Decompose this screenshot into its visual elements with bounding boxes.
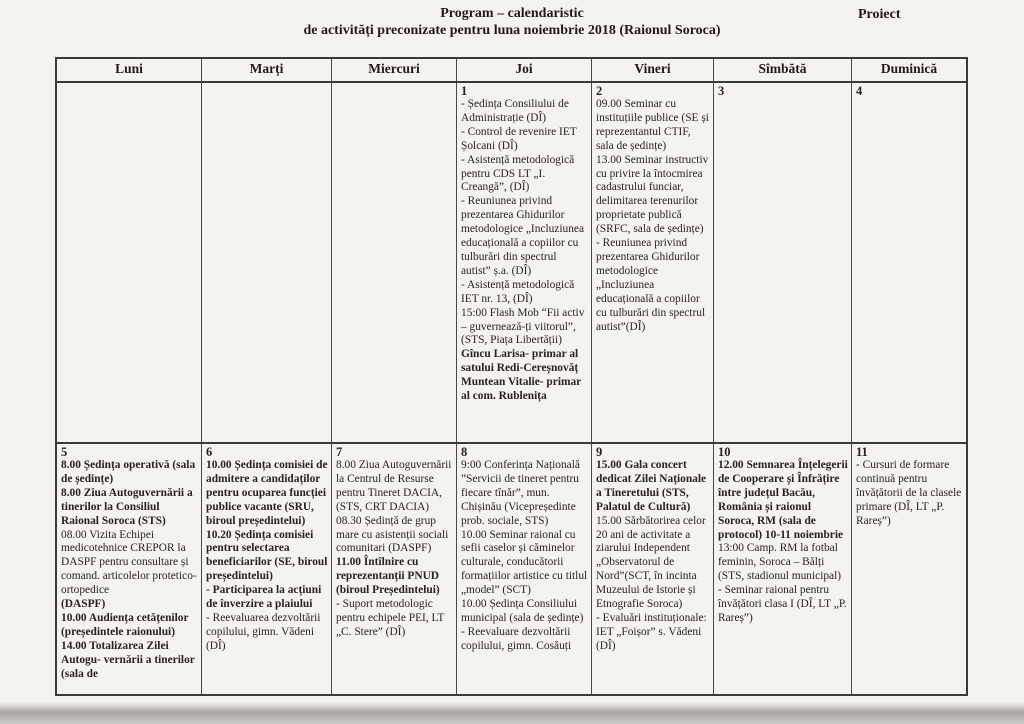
activity-entry: 14.00 Totalizarea Zilei Autogu- vernării… <box>61 639 195 680</box>
header-joi: Joi <box>457 59 592 81</box>
activity-entry: - Asistență metodologică IET nr. 13, (DÎ… <box>461 278 575 305</box>
day-number: 7 <box>336 445 343 459</box>
activity-entry: - Participarea la acțiuni de înverzire a… <box>206 584 322 611</box>
header-luni: Luni <box>57 59 202 81</box>
header-marti: Marți <box>202 59 332 81</box>
activity-entry: - Seminar raional pentru învățători clas… <box>718 584 847 624</box>
activity-entry: 09.00 Seminar cu instituțiile publice (S… <box>596 98 709 152</box>
header-simbata: Sîmbătă <box>714 59 852 81</box>
cell-week2-vineri-day9: 9 15.00 Gala concert dedicat Zilei Națion… <box>592 444 714 694</box>
day-number: 5 <box>61 445 68 459</box>
activity-entry: Muntean Vitalie- primar al com. Rubleniț… <box>461 376 582 403</box>
activity-entry: 8.00 Ziua Autoguvernării a tinerilor la … <box>61 486 193 527</box>
activity-entry: 10.00 Ședința Consiliului municipal (sal… <box>461 598 584 624</box>
day-number: 4 <box>856 84 863 98</box>
activity-entry: 8.00 Ziua Autoguvernării la Centrul de R… <box>336 459 452 513</box>
calendar-week2-row: 5 8.00 Ședința operativă (sala de ședințe… <box>57 444 966 694</box>
title-line-1: Program – calendaristic <box>440 6 584 21</box>
activity-entry: - Control de revenire IET Șolcani (DÎ) <box>461 125 577 152</box>
header-miercuri: Miercuri <box>332 59 457 81</box>
activity-entry: 15:00 Flash Mob “Fii activ – guvernează-… <box>461 306 585 347</box>
day-number: 9 <box>596 445 603 459</box>
activity-entry: 15.00 Gala concert dedicat Zilei Naționa… <box>596 459 707 513</box>
activity-entry: 15.00 Sărbătorirea celor 20 ani de activ… <box>596 514 706 611</box>
activity-entry: 12.00 Semnarea Înțelegerii de Cooperare … <box>718 459 848 541</box>
cell-week2-duminica-day11: 11- Cursuri de formare continuă pentru î… <box>852 444 966 694</box>
activity-entry: 10.00 Seminar raional cu sefii caselor ș… <box>461 528 588 597</box>
document-title: Program – calendaristic de activități pr… <box>0 5 1024 39</box>
day-number: 8 <box>461 445 468 459</box>
day-number: 1 <box>461 84 468 98</box>
activity-entry: - Ședința Consiliului de Administrație (… <box>461 98 569 124</box>
cell-week2-simbata-day10: 10 12.00 Semnarea Înțelegerii de Cooperar… <box>714 444 852 694</box>
activity-entry: 10.00 Audiența cetățenilor (președintele… <box>61 611 189 638</box>
calendar-week1-row: 1- Ședința Consiliului de Administrație … <box>57 83 966 444</box>
activity-entry: 9:00 Conferința Națională ”Servicii de t… <box>461 459 580 527</box>
day-number: 11 <box>856 445 868 459</box>
cell-week1-simbata-day3: 3 <box>714 83 852 442</box>
cell-week2-luni-day5: 5 8.00 Ședința operativă (sala de ședințe… <box>57 444 202 694</box>
day-number: 10 <box>718 445 731 459</box>
activity-entry: - Reuniunea privind prezentarea Ghiduril… <box>461 195 585 277</box>
title-line-2: de activități preconizate pentru luna no… <box>303 23 721 38</box>
activity-entry: 8.00 Ședința operativă (sala de ședințe) <box>61 459 196 485</box>
day-number: 3 <box>718 84 725 98</box>
cell-week2-miercuri-day7: 7 8.00 Ziua Autoguvernării la Centrul de … <box>332 444 457 694</box>
activity-entry: 08.00 Vizita Echipei medicotehnice CREPO… <box>61 528 197 597</box>
day-number: 2 <box>596 84 603 98</box>
activity-entry: - Reuniunea privind prezentarea Ghiduril… <box>596 237 706 333</box>
cell-week1-marti <box>202 83 332 442</box>
activity-entry: 10.20 Ședința comisiei pentru selectarea… <box>206 528 328 583</box>
activity-entry: - Cursuri de formare continuă pentru înv… <box>856 459 962 527</box>
calendar-header-row: Luni Marți Miercuri Joi Vineri Sîmbătă D… <box>57 59 966 83</box>
proiect-label: Proiect <box>858 7 901 22</box>
activity-entry: 08.30 Ședință de grup mare cu asistenții… <box>336 514 449 555</box>
activity-entry: (DASPF) <box>61 598 106 611</box>
activity-entry: - Reevaluarea dezvoltării copilului, gim… <box>206 611 321 652</box>
activity-entry: - Reevaluare dezvoltării copilului, gimn… <box>461 625 572 652</box>
activity-entry: - Evaluări instituționale: IET „Foișor” … <box>596 611 707 652</box>
cell-week1-duminica-day4: 4 <box>852 83 966 442</box>
cell-week1-miercuri <box>332 83 457 442</box>
cell-week1-joi-day1: 1- Ședința Consiliului de Administrație … <box>457 83 592 442</box>
header-vineri: Vineri <box>592 59 714 81</box>
cell-week2-marti-day6: 6 10.00 Ședința comisiei de admitere a ca… <box>202 444 332 694</box>
header-duminica: Duminică <box>880 61 938 76</box>
activity-entry: - Asistență metodologică pentru CDS LT „… <box>461 153 575 194</box>
activity-entry: 11.00 Întîlnire cu reprezentanții PNUD (… <box>336 556 440 597</box>
activity-entry: 13:00 Camp. RM la fotbal feminin, Soroca… <box>718 542 842 583</box>
activity-entry: Gîncu Larisa- primar al satului Redi-Cer… <box>461 348 579 375</box>
calendar-table: Luni Marți Miercuri Joi Vineri Sîmbătă D… <box>55 57 968 696</box>
cell-week2-joi-day8: 8 9:00 Conferința Națională ”Servicii de … <box>457 444 592 694</box>
activity-entry: 10.00 Ședința comisiei de admitere a can… <box>206 459 328 527</box>
activity-entry: - Suport metodologic pentru echipele PEI… <box>336 598 445 638</box>
scan-shadow-edge <box>0 702 1024 724</box>
cell-week1-vineri-day2: 2 09.00 Seminar cu instituțiile publice (… <box>592 83 714 442</box>
activity-entry: 13.00 Seminar instructiv cu privire la î… <box>596 153 709 236</box>
day-number: 6 <box>206 445 213 459</box>
cell-week1-luni <box>57 83 202 442</box>
